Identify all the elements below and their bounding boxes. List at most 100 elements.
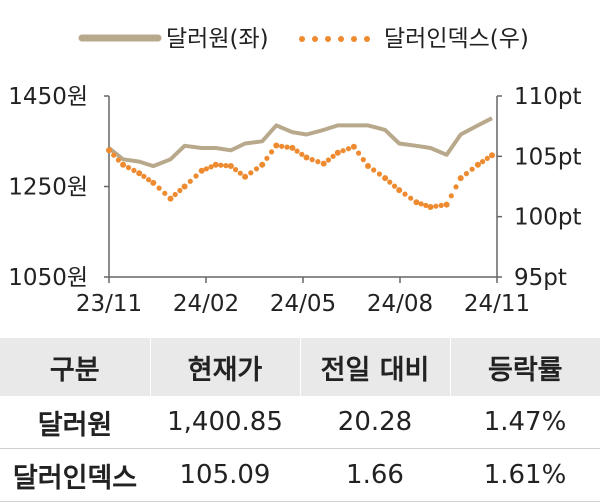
- header-current-price: 현재가: [149, 338, 300, 396]
- data-point: [396, 187, 403, 194]
- data-point: [289, 144, 296, 151]
- series-dxy: [106, 142, 495, 210]
- dot-segment: [402, 191, 408, 197]
- dot-segment: [279, 143, 285, 149]
- legend-label-usdkrw: 달러원(좌): [166, 26, 269, 52]
- dot-segment: [463, 171, 469, 177]
- dot-segment: [208, 164, 214, 170]
- row-label: 달러원: [0, 396, 150, 449]
- dot-segment: [264, 155, 270, 161]
- data-point: [427, 204, 434, 210]
- dot-segment: [172, 191, 178, 198]
- data-point: [198, 167, 205, 174]
- cell-current-price: 105.09: [150, 448, 300, 502]
- legend-label-dxy: 달러인덱스(우): [384, 26, 529, 52]
- series-usdkrw: [107, 116, 493, 169]
- legend-dot: [364, 36, 370, 42]
- dot-segment: [340, 148, 346, 154]
- series-line: [107, 116, 493, 169]
- header-change-rate: 등락률: [449, 338, 600, 396]
- dot-segment: [294, 148, 300, 154]
- legend-dot: [312, 36, 318, 42]
- dot-segment: [131, 167, 137, 173]
- dot-segment: [115, 157, 121, 163]
- x-tick-label: 24/05: [270, 291, 336, 317]
- dot-segment: [203, 166, 209, 172]
- dot-segment: [480, 159, 486, 165]
- dot-segment: [146, 177, 152, 183]
- header-category: 구분: [0, 338, 150, 396]
- series-area: [106, 116, 495, 210]
- dot-segment: [330, 153, 336, 159]
- dot-segment: [177, 187, 183, 194]
- rate-table: 구분 현재가 전일 대비 등락률 달러원 1,400.85 20.28 1.47…: [0, 338, 600, 502]
- data-point: [382, 175, 389, 182]
- dot-segment: [269, 149, 275, 155]
- dot-segment: [218, 162, 224, 168]
- legend-swatch-dxy: [299, 36, 370, 42]
- header-change: 전일 대비: [299, 338, 450, 396]
- data-point: [212, 161, 219, 168]
- chart-axes: [108, 96, 498, 278]
- axis-ticks: 1450원 1250원 1050원 110pt 105pt 100pt 95pt 23/11 2…: [8, 84, 581, 317]
- right-tick-label: 95pt: [514, 265, 567, 291]
- data-point: [150, 179, 157, 186]
- row-label: 달러인덱스: [0, 448, 150, 502]
- dot-segment: [356, 150, 362, 156]
- legend-dot: [351, 36, 357, 42]
- dot-segment: [141, 173, 147, 179]
- cell-change-rate: 1.61%: [450, 448, 600, 502]
- dot-segment: [408, 195, 414, 201]
- dot-segment: [448, 193, 454, 199]
- data-point: [242, 173, 249, 180]
- left-tick-label: 1250원: [8, 175, 88, 201]
- x-tick-label: 24/08: [367, 291, 433, 317]
- data-point: [334, 149, 341, 156]
- dot-segment: [387, 179, 393, 185]
- cell-change: 20.28: [300, 396, 450, 449]
- dot-segment: [376, 171, 382, 177]
- data-point: [474, 161, 481, 168]
- dot-segment: [360, 157, 366, 163]
- dot-segment: [484, 155, 490, 161]
- dot-segment: [248, 170, 254, 176]
- x-tick-label: 24/02: [173, 291, 239, 317]
- cell-current-price: 1,400.85: [150, 396, 300, 449]
- data-point: [167, 195, 174, 202]
- dot-segment: [162, 190, 168, 196]
- dot-segment: [325, 157, 331, 163]
- exchange-rate-chart: 달러원(좌) 달러인덱스(우) 1450원 1250원 1050원 110pt 105p…: [8, 26, 581, 317]
- table-row: 달러원 1,400.85 20.28 1.47%: [0, 396, 600, 449]
- chart-legend: 달러원(좌) 달러인덱스(우): [78, 26, 529, 52]
- right-tick-label: 105pt: [514, 144, 582, 170]
- data-point: [413, 199, 420, 206]
- dot-segment: [156, 185, 162, 191]
- dot-segment: [111, 152, 117, 158]
- data-point: [106, 147, 112, 154]
- dot-segment: [309, 157, 315, 163]
- dot-segment: [433, 203, 439, 209]
- dot-segment: [438, 202, 444, 208]
- dot-segment: [418, 201, 424, 207]
- dot-segment: [187, 178, 193, 184]
- cell-change: 1.66: [300, 448, 450, 502]
- data-point: [303, 154, 310, 161]
- dot-segment: [469, 166, 475, 172]
- data-point: [181, 183, 188, 190]
- dot-segment: [237, 170, 243, 176]
- legend-dot: [299, 36, 305, 42]
- dot-segment: [423, 202, 429, 208]
- dot-segment: [299, 151, 305, 157]
- dot-segment: [233, 167, 239, 173]
- x-tick-label: 23/11: [76, 291, 142, 317]
- data-point: [365, 163, 371, 169]
- dot-segment: [193, 173, 199, 179]
- dot-segment: [125, 165, 132, 171]
- data-point: [350, 143, 357, 150]
- data-point: [227, 163, 234, 169]
- dot-segment: [284, 144, 290, 150]
- data-point: [136, 170, 143, 177]
- dot-segment: [223, 163, 229, 169]
- cell-change-rate: 1.47%: [450, 396, 600, 449]
- dot-segment: [371, 167, 377, 173]
